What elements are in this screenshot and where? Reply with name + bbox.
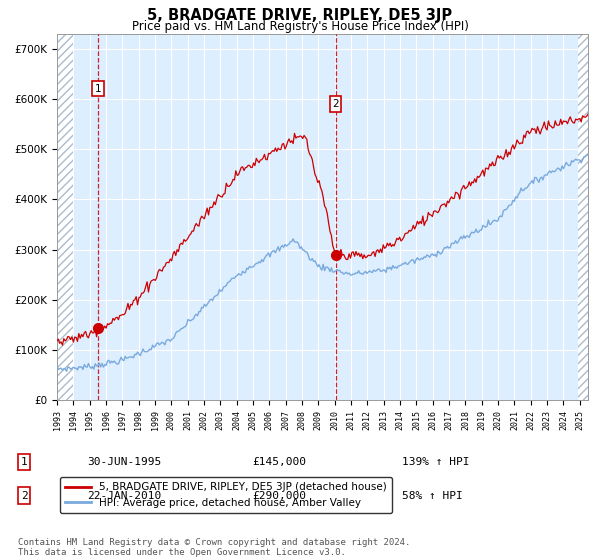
Text: 2: 2 bbox=[20, 491, 28, 501]
Text: £290,000: £290,000 bbox=[252, 491, 306, 501]
Text: Contains HM Land Registry data © Crown copyright and database right 2024.
This d: Contains HM Land Registry data © Crown c… bbox=[18, 538, 410, 557]
Text: 22-JAN-2010: 22-JAN-2010 bbox=[87, 491, 161, 501]
Text: 30-JUN-1995: 30-JUN-1995 bbox=[87, 457, 161, 467]
Text: 139% ↑ HPI: 139% ↑ HPI bbox=[402, 457, 470, 467]
Text: 2: 2 bbox=[332, 99, 339, 109]
Text: £145,000: £145,000 bbox=[252, 457, 306, 467]
Text: 58% ↑ HPI: 58% ↑ HPI bbox=[402, 491, 463, 501]
Legend: 5, BRADGATE DRIVE, RIPLEY, DE5 3JP (detached house), HPI: Average price, detache: 5, BRADGATE DRIVE, RIPLEY, DE5 3JP (deta… bbox=[59, 477, 392, 513]
Text: 1: 1 bbox=[95, 84, 101, 94]
Text: 5, BRADGATE DRIVE, RIPLEY, DE5 3JP: 5, BRADGATE DRIVE, RIPLEY, DE5 3JP bbox=[148, 8, 452, 24]
Text: Price paid vs. HM Land Registry's House Price Index (HPI): Price paid vs. HM Land Registry's House … bbox=[131, 20, 469, 32]
Text: 1: 1 bbox=[20, 457, 28, 467]
